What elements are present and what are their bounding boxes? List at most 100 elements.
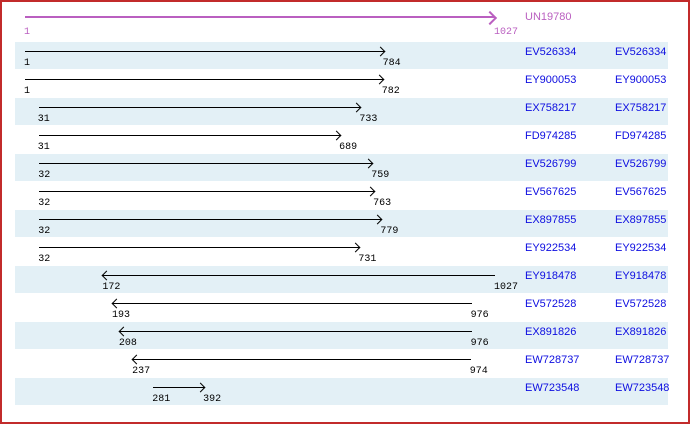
reference-start-coordinate: 1 [24,27,31,38]
sequence-link-secondary[interactable]: FD974285 [615,130,667,142]
arrow-shaft [39,163,373,164]
arrow-shaft [38,135,341,136]
sequence-link-primary[interactable]: EX897855 [525,214,577,226]
reverse-arrow [111,298,472,309]
forward-arrow [38,102,362,113]
arrowhead-icon [372,214,383,225]
sequence-link-primary[interactable]: EX758217 [525,102,577,114]
arrowhead-icon [482,10,498,26]
sequence-link-secondary[interactable]: EX897855 [615,214,667,226]
arrow-shaft [38,107,361,108]
forward-arrow [25,46,386,57]
start-coordinate: 32 [38,170,51,181]
sequence-link-primary[interactable]: EV567625 [525,186,577,198]
start-coordinate: 1 [24,86,31,97]
arrowhead-icon [331,130,342,141]
row-stripe [15,322,668,349]
start-coordinate: 208 [118,338,137,349]
arrowhead-icon [365,186,376,197]
arrowhead-icon [111,298,122,309]
start-coordinate: 31 [37,114,50,125]
start-coordinate: 1 [24,58,31,69]
arrowhead-icon [101,270,112,281]
start-coordinate: 31 [37,142,50,153]
sequence-link-primary[interactable]: EY900053 [525,74,577,86]
forward-arrow [39,214,383,225]
end-coordinate: 779 [380,226,399,237]
sequence-link-secondary[interactable]: EV567625 [615,186,667,198]
forward-arrow [25,10,498,26]
end-coordinate: 974 [469,366,488,377]
row-stripe [15,378,668,405]
forward-arrow [38,130,342,141]
forward-arrow [39,158,374,169]
arrow-shaft [153,387,205,388]
end-coordinate: 976 [470,338,489,349]
arrow-shaft [112,303,472,304]
sequence-link-secondary[interactable]: EX758217 [615,102,667,114]
sequence-link-primary[interactable]: EV526799 [525,158,577,170]
row-stripe [15,210,668,237]
arrow-shaft [25,51,384,52]
sequence-link-primary[interactable]: EY922534 [525,242,577,254]
sequence-link-primary[interactable]: EW723548 [525,382,580,394]
start-coordinate: 32 [38,198,51,209]
arrowhead-icon [195,382,206,393]
start-coordinate: 32 [38,226,51,237]
arrow-shaft [25,16,495,18]
end-coordinate: 976 [470,310,489,321]
arrowhead-icon [375,46,386,57]
arrow-shaft [103,275,495,276]
forward-arrow [39,186,376,197]
sequence-link-secondary[interactable]: EY918478 [615,270,667,282]
sequence-link-secondary[interactable]: EY922534 [615,242,667,254]
arrow-shaft [39,219,382,220]
end-coordinate: 731 [358,254,377,265]
end-coordinate: 689 [339,142,358,153]
sequence-link-primary[interactable]: FD974285 [525,130,577,142]
sequence-link-primary[interactable]: EV572528 [525,298,577,310]
arrowhead-icon [131,354,142,365]
sequence-link-secondary[interactable]: EY900053 [615,74,667,86]
start-coordinate: 193 [111,310,130,321]
start-coordinate: 281 [152,394,171,405]
forward-arrow [39,242,361,253]
sequence-link-secondary[interactable]: EX891826 [615,326,667,338]
sequence-link-primary[interactable]: EW728737 [525,354,580,366]
start-coordinate: 237 [132,366,151,377]
end-coordinate: 759 [371,170,390,181]
start-coordinate: 172 [102,282,121,293]
arrowhead-icon [374,74,385,85]
sequence-link-secondary[interactable]: EW723548 [615,382,670,394]
reverse-arrow [131,354,471,365]
sequence-link-secondary[interactable]: EW728737 [615,354,670,366]
arrow-shaft [39,247,360,248]
end-coordinate: 784 [382,58,401,69]
row-stripe [15,42,668,69]
arrowhead-icon [363,158,374,169]
reverse-arrow [118,326,472,337]
arrow-shaft [39,191,375,192]
end-coordinate: 392 [203,394,222,405]
arrow-shaft [119,331,472,332]
end-coordinate: 763 [373,198,392,209]
sequence-link-primary[interactable]: EY918478 [525,270,577,282]
arrowhead-icon [118,326,129,337]
end-coordinate: 1027 [494,282,519,293]
arrowhead-icon [351,102,362,113]
arrow-shaft [133,359,471,360]
reverse-arrow [101,270,495,281]
arrowhead-icon [350,242,361,253]
sequence-link-secondary[interactable]: EV572528 [615,298,667,310]
reference-end-coordinate: 1027 [494,27,519,38]
end-coordinate: 733 [359,114,378,125]
row-stripe [15,154,668,181]
reference-link[interactable]: UN19780 [525,11,572,23]
sequence-link-secondary[interactable]: EV526334 [615,46,667,58]
sequence-link-primary[interactable]: EV526334 [525,46,577,58]
sequence-link-primary[interactable]: EX891826 [525,326,577,338]
sequence-link-secondary[interactable]: EV526799 [615,158,667,170]
row-stripe [15,266,668,293]
start-coordinate: 32 [38,254,51,265]
